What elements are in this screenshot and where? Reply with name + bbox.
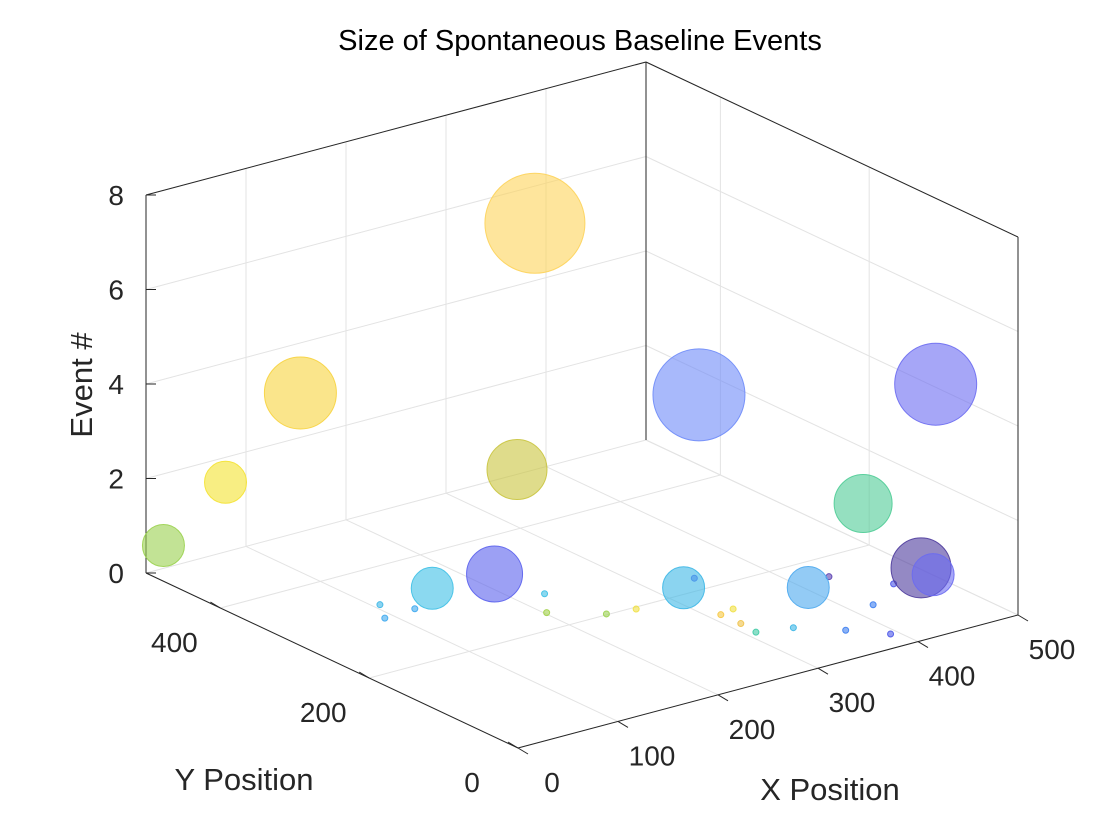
data-point (410, 566, 454, 610)
y-tick-label: 200 (300, 697, 347, 728)
data-point (486, 439, 548, 501)
data-point (789, 624, 797, 632)
data-point (786, 565, 830, 609)
x-axis-label: X Position (760, 772, 900, 807)
data-points (141, 172, 978, 638)
gridline-x-floor (545, 466, 919, 643)
y-tick-mark (507, 741, 519, 749)
axes-box (145, 61, 1029, 755)
data-point (869, 601, 877, 609)
box-edge (645, 61, 1019, 238)
x-tick-mark (617, 720, 629, 728)
z-tick-label: 4 (108, 369, 124, 400)
y-tick-mark (210, 601, 221, 609)
x-tick-label: 100 (629, 740, 676, 771)
box-edge (517, 614, 1019, 749)
z-tick-label: 8 (108, 180, 124, 211)
box-edge (145, 61, 647, 196)
data-point (842, 626, 850, 634)
box-edge (145, 572, 519, 749)
chart-title: Size of Spontaneous Baseline Events (338, 25, 822, 57)
data-point (411, 605, 419, 613)
data-point (381, 614, 389, 622)
gridline-z-backwall (145, 345, 647, 479)
x-tick-label: 400 (929, 661, 976, 692)
x-tick-mark (917, 641, 929, 649)
data-point (887, 630, 895, 638)
gridline-x-floor (345, 519, 719, 696)
gridline-y-floor (369, 544, 870, 679)
gridline-z-backwall (145, 439, 647, 574)
data-point (729, 605, 737, 613)
gridline-z-backwall (145, 156, 647, 290)
data-point (894, 342, 978, 426)
data-point (466, 545, 524, 603)
data-point (737, 620, 745, 628)
data-point (911, 553, 955, 597)
x-tick-label: 300 (829, 687, 876, 718)
z-tick-label: 2 (108, 464, 124, 495)
y-tick-mark (358, 671, 370, 679)
x-tick-label: 200 (729, 714, 776, 745)
data-point (662, 566, 706, 610)
data-point (833, 473, 893, 533)
x-tick-label: 500 (1029, 634, 1076, 665)
data-point (652, 348, 746, 442)
y-tick-label: 400 (151, 627, 198, 658)
data-point (541, 590, 549, 598)
x-tick-mark (817, 667, 829, 675)
z-tick-label: 6 (108, 275, 124, 306)
gridline-x-floor (445, 492, 819, 669)
data-point (376, 601, 384, 609)
gridline-z-sidewall (645, 439, 1019, 616)
gridline-z-backwall (145, 250, 647, 385)
data-point (717, 611, 725, 619)
data-point (263, 356, 337, 430)
z-tick-label: 0 (108, 558, 124, 589)
gridline-y-floor (220, 474, 721, 609)
x-tick-mark (517, 747, 529, 755)
data-point (543, 609, 551, 617)
y-axis-label: Y Position (174, 762, 313, 797)
data-point (752, 628, 760, 636)
data-point (632, 605, 640, 613)
x-tick-mark (717, 694, 729, 702)
tick-labels: 0 100 200 300 400 500 0 200 400 0 2 4 6 8 X Position Y … (64, 180, 1075, 807)
z-axis-label: Event # (64, 332, 99, 438)
data-point (141, 523, 185, 567)
gridline-z-sidewall (645, 156, 1019, 332)
data-point (204, 460, 248, 504)
data-point (602, 610, 610, 618)
x-tick-mark (1017, 614, 1029, 622)
x-tick-label: 0 (544, 767, 560, 798)
data-point (484, 172, 586, 274)
gridline-x-floor (245, 545, 619, 722)
y-tick-label: 0 (464, 767, 480, 798)
